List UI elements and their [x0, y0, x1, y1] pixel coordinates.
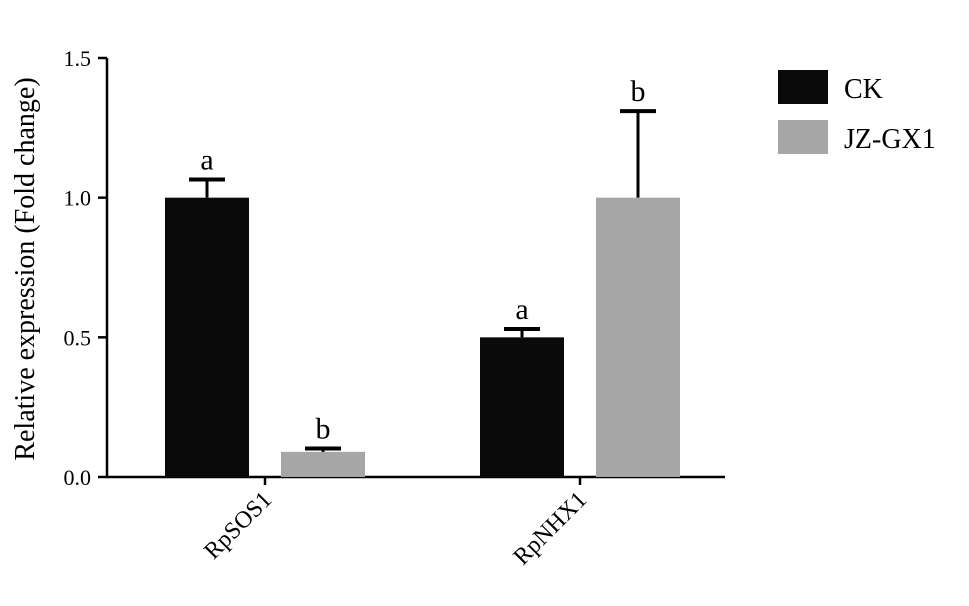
bar-jz-gx1 [281, 451, 365, 477]
y-axis-title: Relative expression (Fold change) [10, 77, 41, 460]
x-tick-label: RpNHX1 [509, 487, 592, 570]
y-tick-label: 1.0 [64, 186, 92, 211]
y-tick-label: 0.0 [64, 465, 92, 490]
significance-label: a [515, 293, 528, 326]
y-tick-label: 0.5 [64, 325, 92, 350]
y-tick-label: 1.5 [64, 46, 92, 71]
plot-area: 0.0 0.5 1.0 1.5 a b RpSOS1 a b RpNHX1 [64, 46, 725, 570]
significance-label: b [631, 75, 646, 108]
legend-label: JZ-GX1 [844, 124, 936, 155]
legend-label: CK [844, 74, 883, 105]
legend: CK JZ-GX1 [778, 70, 936, 155]
significance-label: b [316, 413, 331, 446]
bar-ck [165, 197, 249, 477]
significance-label: a [200, 144, 213, 177]
bar-ck [480, 337, 564, 477]
x-tick-label: RpSOS1 [199, 487, 277, 565]
legend-swatch-jz-gx1 [778, 120, 828, 154]
legend-swatch-ck [778, 70, 828, 104]
bar-jz-gx1 [596, 197, 680, 477]
